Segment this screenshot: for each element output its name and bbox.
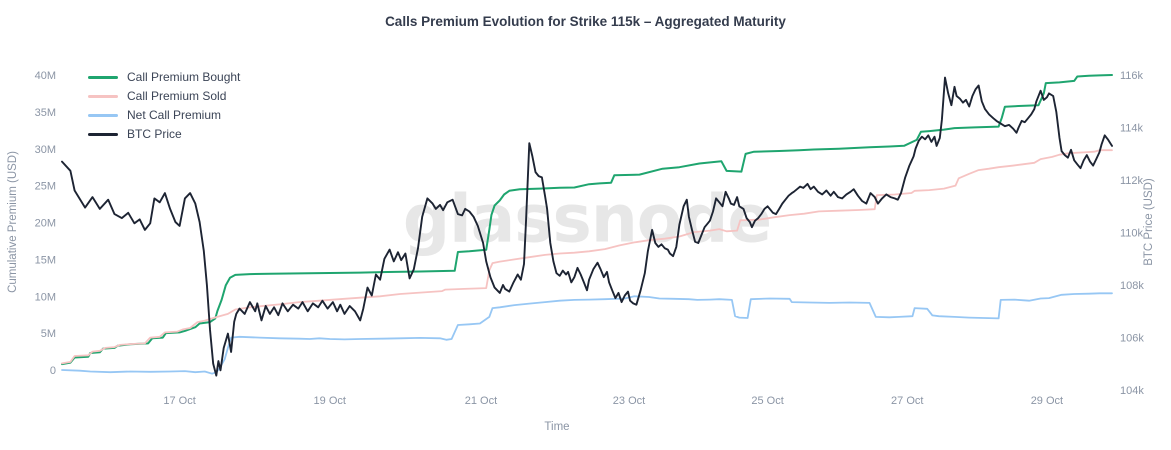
legend: Call Premium Bought Call Premium Sold Net … [88, 70, 240, 141]
y-right-tick-label: 106k [1120, 333, 1144, 345]
x-tick-label: 25 Oct [751, 395, 783, 407]
legend-item-call-premium-sold[interactable]: Call Premium Sold [88, 89, 240, 103]
legend-item-call-premium-bought[interactable]: Call Premium Bought [88, 70, 240, 84]
x-tick-label: 29 Oct [1031, 395, 1063, 407]
legend-swatch-icon [88, 113, 118, 117]
x-tick-label: 17 Oct [163, 395, 195, 407]
legend-label: Net Call Premium [127, 108, 222, 122]
y-right-tick-label: 104k [1120, 385, 1144, 397]
chart-title: Calls Premium Evolution for Strike 115k … [385, 14, 786, 29]
x-tick-label: 27 Oct [891, 395, 923, 407]
y-left-tick-label: 25M [35, 181, 56, 193]
x-axis-title: Time [544, 421, 569, 433]
series-lines [61, 74, 1113, 377]
legend-swatch-icon [88, 132, 118, 136]
y-right-tick-label: 116k [1120, 70, 1144, 82]
y-left-tick-label: 0 [50, 365, 56, 377]
legend-item-net-call-premium[interactable]: Net Call Premium [88, 108, 240, 122]
y-right-tick-label: 112k [1120, 175, 1144, 187]
y-right-tick-label: 108k [1120, 280, 1144, 292]
y-left-tick-label: 20M [35, 218, 56, 230]
y-left-tick-label: 10M [35, 291, 56, 303]
legend-label: Call Premium Sold [127, 89, 227, 103]
x-tick-label: 19 Oct [314, 395, 346, 407]
y-axis-right-title: BTC Price (USD) [1143, 178, 1155, 266]
y-left-tick-label: 15M [35, 254, 56, 266]
legend-label: Call Premium Bought [127, 70, 241, 84]
y-right-tick-label: 114k [1120, 123, 1144, 135]
legend-swatch-icon [88, 94, 118, 98]
x-tick-label: 21 Oct [465, 395, 497, 407]
legend-item-btc-price[interactable]: BTC Price [88, 127, 240, 141]
y-left-tick-label: 35M [35, 107, 56, 119]
y-left-tick-label: 5M [41, 328, 56, 340]
legend-swatch-icon [88, 75, 118, 79]
axis-ticks: 17 Oct 19 Oct 21 Oct 23 Oct 25 Oct 27 Oct 29 O… [35, 70, 1145, 407]
y-right-tick-label: 110k [1120, 228, 1144, 240]
y-axis-left-title: Cumulative Premium (USD) [7, 151, 19, 293]
y-left-tick-label: 40M [35, 70, 56, 82]
series-btc-price-line [61, 76, 1113, 377]
y-left-tick-label: 30M [35, 144, 56, 156]
series-call-premium-sold-line [61, 149, 1113, 365]
x-tick-label: 23 Oct [613, 395, 645, 407]
legend-label: BTC Price [127, 127, 182, 141]
